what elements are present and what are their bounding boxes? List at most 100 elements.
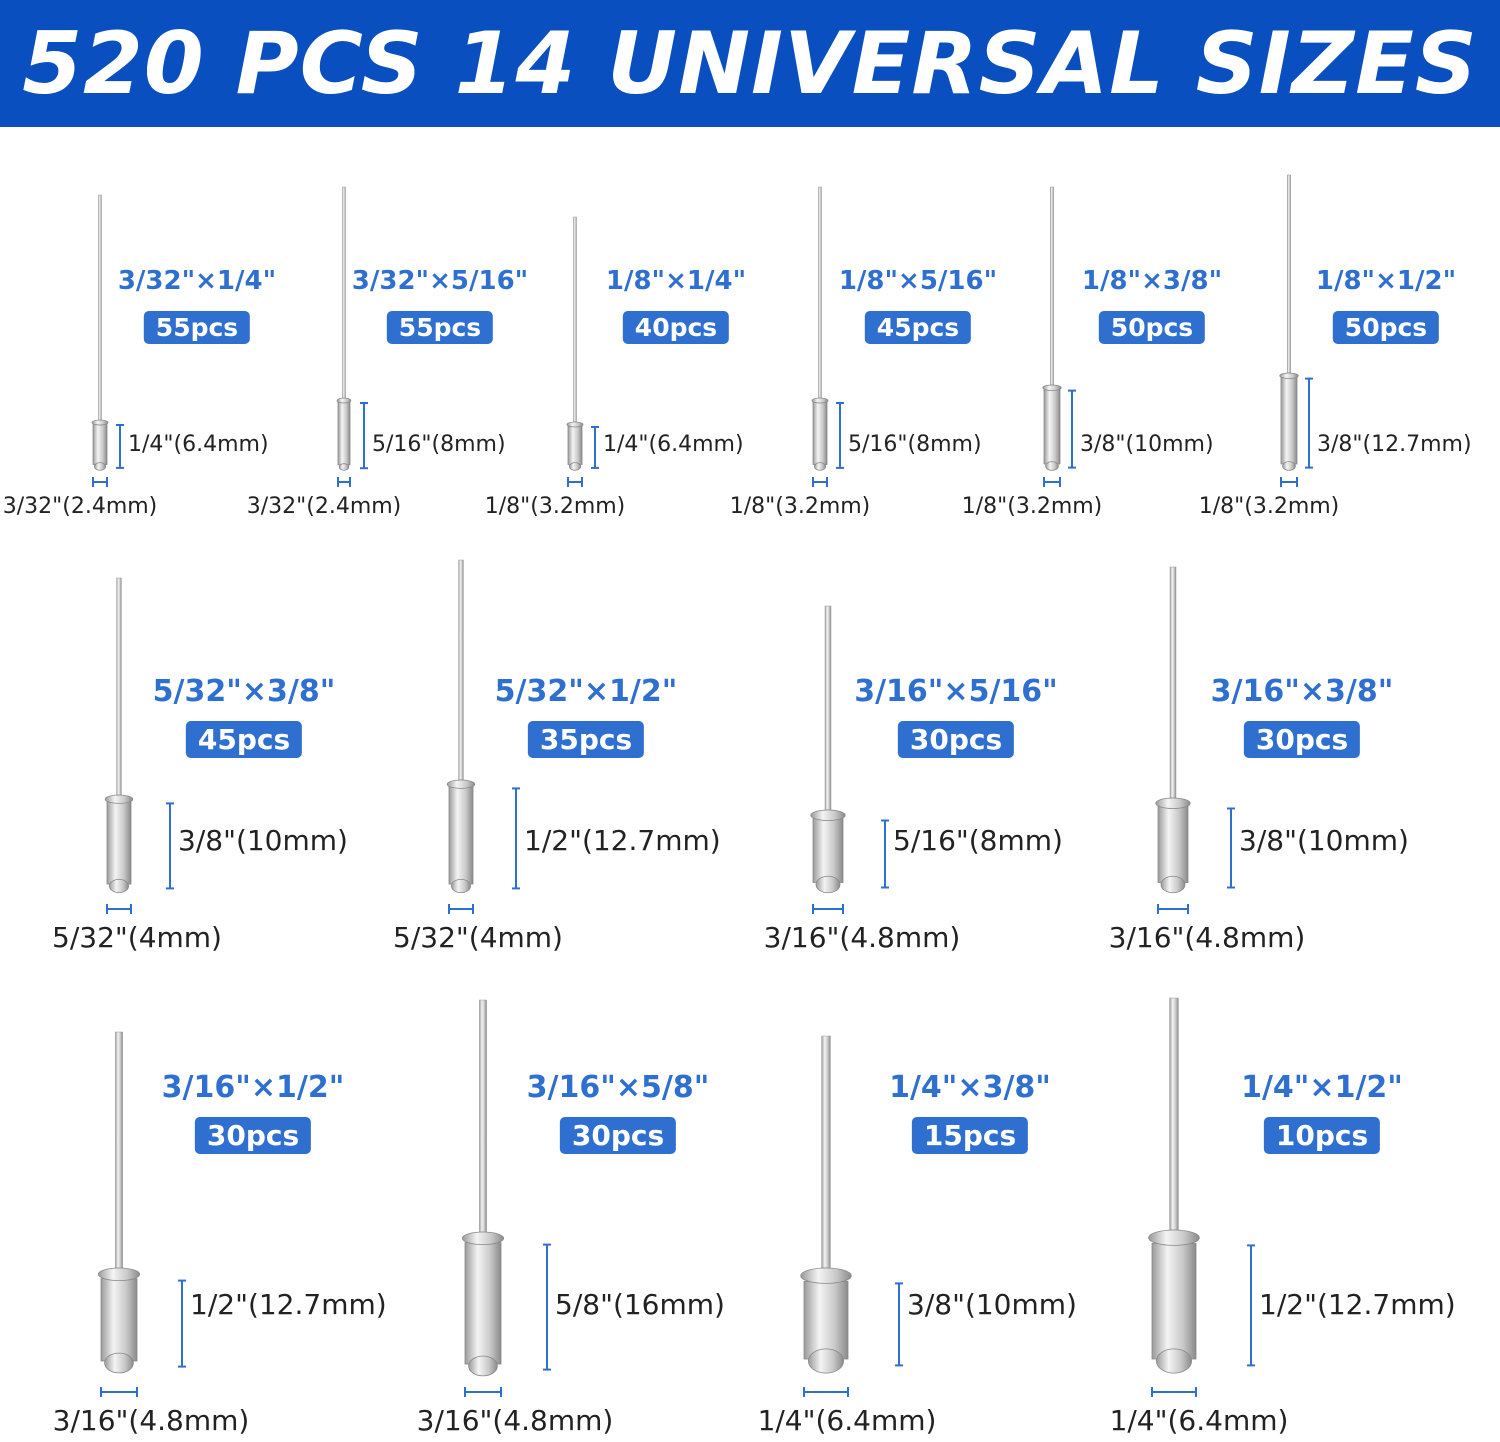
rivet-body (1280, 376, 1298, 465)
rivet-flange (810, 809, 846, 821)
diameter-label: 3/32"(2.4mm) (246, 494, 402, 519)
diameter-label: 1/8"(3.2mm) (961, 494, 1103, 519)
rivet-size-label: 1/8"×5/16" (838, 266, 998, 296)
rivet-body (567, 424, 583, 465)
rivet-body (1157, 806, 1189, 883)
rivet-flange (104, 794, 134, 804)
mandrel (1287, 174, 1291, 374)
mandrel (342, 186, 346, 399)
mandrel (821, 1035, 831, 1269)
diameter-label: 1/8"(3.2mm) (484, 494, 626, 519)
mandrel-head (94, 462, 107, 471)
rivet-size-label: 5/32"×3/8" (152, 674, 336, 709)
diameter-label: 3/16"(4.8mm) (52, 1404, 250, 1437)
quantity-badge: 50pcs (1098, 311, 1206, 344)
mandrel-head (338, 463, 350, 471)
mandrel-head (104, 1352, 134, 1374)
diameter-label: 1/4"(6.4mm) (1109, 1404, 1289, 1437)
mandrel-head (814, 462, 827, 471)
rivet-body (106, 801, 132, 885)
quantity-badge: 50pcs (1332, 311, 1440, 344)
mandrel-head (1045, 461, 1059, 471)
rivet-flange (91, 419, 109, 426)
rivet-size-label: 1/4"×3/8" (889, 1070, 1051, 1105)
mandrel-head (815, 875, 841, 894)
mandrel (1050, 186, 1054, 386)
mandrel (98, 194, 102, 421)
diameter-label: 3/16"(4.8mm) (416, 1404, 614, 1437)
mandrel-head (468, 1355, 498, 1377)
mandrel-head (450, 879, 471, 894)
diameter-label: 1/8"(3.2mm) (729, 494, 871, 519)
diameter-label: 1/4"(6.4mm) (757, 1404, 937, 1437)
mandrel (116, 577, 122, 796)
rivet-body (1043, 388, 1061, 465)
mandrel (458, 559, 464, 781)
quantity-badge: 15pcs (911, 1117, 1029, 1154)
mandrel-head (109, 879, 130, 894)
mandrel (1169, 566, 1177, 799)
rivet-size-label: 3/16"×5/8" (526, 1070, 710, 1105)
rivet-flange (336, 397, 352, 404)
length-label: 1/2"(12.7mm) (1259, 1288, 1456, 1321)
page-title: 520 PCS 14 UNIVERSAL SIZES (22, 13, 1478, 114)
quantity-badge: 30pcs (897, 721, 1015, 758)
rivet-flange (1148, 1229, 1200, 1246)
mandrel (479, 999, 487, 1233)
length-label: 3/8"(10mm) (907, 1288, 1077, 1321)
quantity-badge: 30pcs (1243, 721, 1361, 758)
mandrel-head (1160, 875, 1186, 894)
quantity-badge: 45pcs (185, 721, 303, 758)
header-banner: 520 PCS 14 UNIVERSAL SIZES (0, 0, 1500, 127)
quantity-badge: 30pcs (559, 1117, 677, 1154)
rivet-flange (97, 1267, 141, 1282)
quantity-badge: 55pcs (143, 311, 251, 344)
length-label: 5/16"(8mm) (848, 432, 982, 457)
diameter-label: 5/32"(4mm) (393, 921, 563, 954)
rivet-size-label: 3/16"×1/2" (161, 1070, 345, 1105)
diameter-label: 5/32"(4mm) (52, 921, 222, 954)
rivet-body (100, 1278, 138, 1362)
length-label: 1/4"(6.4mm) (603, 432, 744, 457)
quantity-badge: 55pcs (386, 311, 494, 344)
quantity-badge: 30pcs (194, 1117, 312, 1154)
rivet-body (803, 1281, 849, 1360)
rivet-body (337, 400, 351, 466)
rivet-flange (1155, 797, 1191, 809)
mandrel-head (1282, 461, 1296, 471)
rivet-body (448, 786, 474, 885)
rivet-size-label: 1/8"×1/4" (605, 266, 747, 296)
length-label: 3/8"(10mm) (178, 824, 348, 857)
rivet-flange (1042, 384, 1062, 391)
mandrel (1169, 997, 1179, 1231)
rivet-flange (1279, 372, 1299, 379)
mandrel-head (569, 462, 582, 471)
rivet-flange (461, 1231, 505, 1246)
length-label: 1/2"(12.7mm) (524, 824, 721, 857)
rivet-flange (566, 421, 584, 428)
rivet-body (92, 422, 108, 465)
diameter-label: 3/16"(4.8mm) (1108, 921, 1306, 954)
diameter-label: 1/8"(3.2mm) (1198, 494, 1340, 519)
rivet-body (812, 400, 828, 465)
rivet-flange (811, 397, 829, 404)
mandrel (115, 1031, 123, 1269)
quantity-badge: 35pcs (527, 721, 645, 758)
rivet-body (1151, 1243, 1197, 1360)
rivet-size-label: 1/4"×1/2" (1241, 1070, 1403, 1105)
diameter-label: 3/32"(2.4mm) (2, 494, 158, 519)
rivet-size-label: 3/16"×5/16" (854, 674, 1058, 709)
length-label: 5/16"(8mm) (372, 432, 506, 457)
rivet-size-label: 3/32"×5/16" (351, 266, 529, 296)
mandrel-head (808, 1348, 845, 1374)
quantity-badge: 40pcs (622, 311, 730, 344)
rivet-flange (800, 1267, 852, 1284)
length-label: 5/8"(16mm) (555, 1288, 725, 1321)
diameter-label: 3/16"(4.8mm) (763, 921, 961, 954)
length-label: 5/16"(8mm) (893, 824, 1063, 857)
rivet-size-label: 5/32"×1/2" (494, 674, 678, 709)
length-label: 1/4"(6.4mm) (128, 432, 269, 457)
rivet-body (812, 818, 844, 883)
rivet-flange (446, 779, 476, 789)
